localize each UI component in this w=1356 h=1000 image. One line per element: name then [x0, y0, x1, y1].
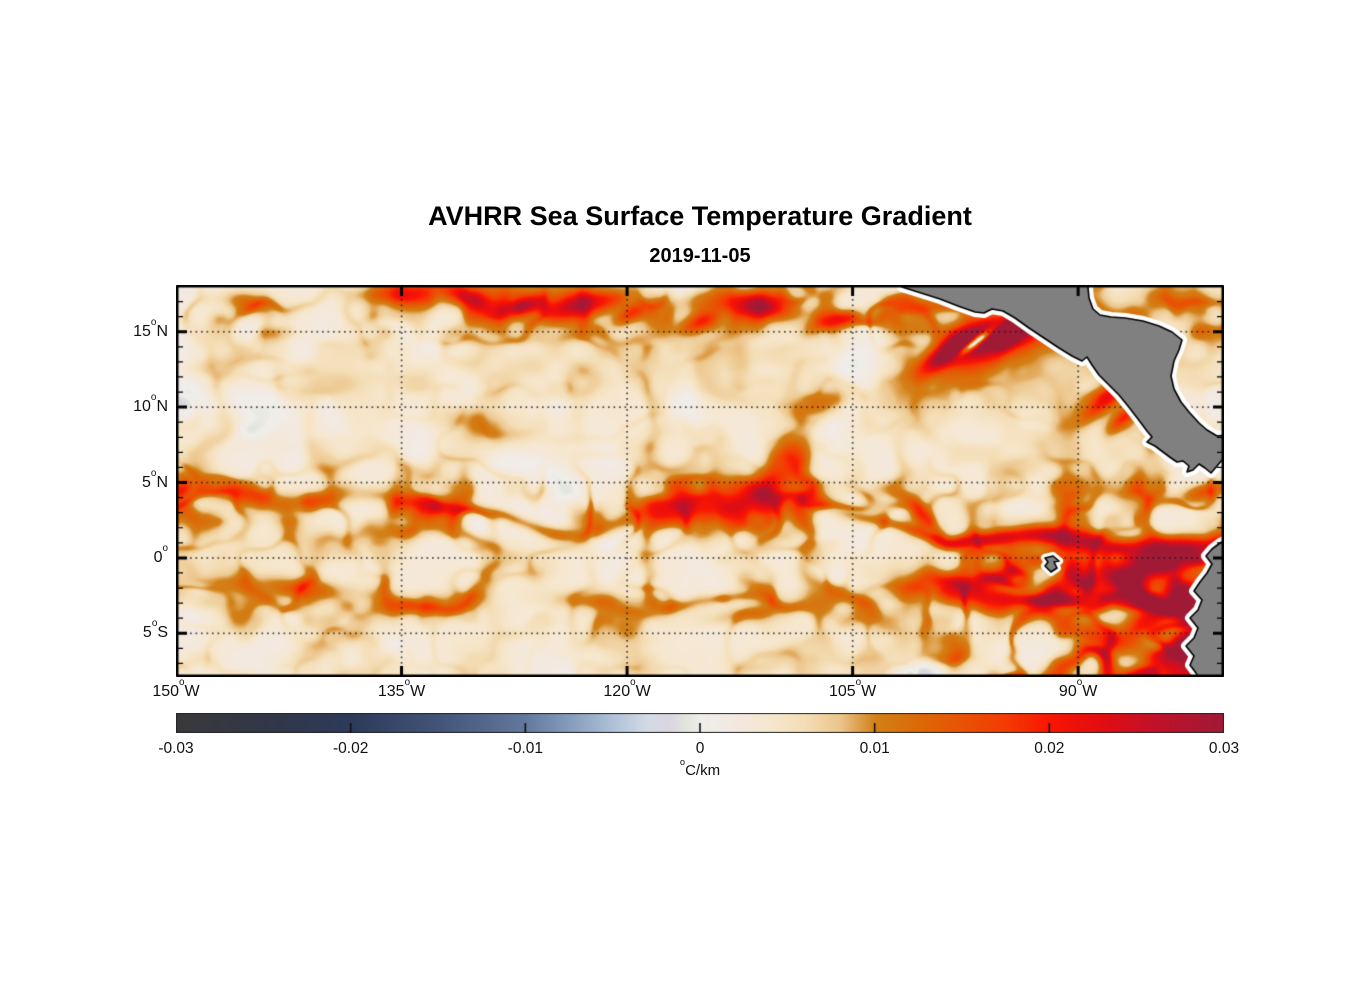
y-tick-label-15N: 15oN — [133, 316, 168, 340]
sst-gradient-heatmap-canvas — [176, 285, 1224, 677]
degree-superscript: o — [630, 677, 636, 689]
degree-superscript: o — [162, 543, 168, 555]
degree-superscript: o — [151, 618, 158, 630]
x-tick-label-90W: 90oW — [1058, 677, 1098, 700]
chart-title: AVHRR Sea Surface Temperature Gradient — [428, 201, 972, 231]
colorbar-tick-label-0.02: 0.02 — [1034, 740, 1065, 757]
colorbar-tick-label--0.03: -0.03 — [158, 740, 194, 757]
x-tick-label-150W: 150oW — [152, 677, 200, 700]
y-tick-label-5N: 5oN — [142, 467, 168, 491]
x-tick-label-105W: 105oW — [828, 677, 877, 700]
degree-superscript: o — [855, 677, 862, 689]
degree-superscript: o — [150, 316, 157, 328]
colorbar-tick-label--0.01: -0.01 — [507, 740, 543, 757]
degree-superscript: o — [150, 392, 157, 404]
chart-date-subtitle: 2019-11-05 — [649, 245, 751, 267]
x-tick-label-120W: 120oW — [603, 677, 651, 700]
colorbar-tick-label-0.03: 0.03 — [1208, 740, 1240, 757]
colorbar-tick-label-0.01: 0.01 — [859, 740, 890, 757]
y-tick-label-5S: 5oS — [142, 618, 168, 642]
colorbar-unit-label: oC/km — [679, 756, 721, 779]
x-tick-label-135W: 135oW — [377, 677, 426, 700]
degree-superscript: o — [404, 677, 411, 689]
degree-superscript: o — [179, 677, 185, 689]
colorbar-gradient — [176, 713, 1224, 733]
y-tick-label-10N: 10oN — [133, 392, 168, 416]
map-plot-area — [176, 285, 1224, 677]
y-tick-label-0: 0o — [153, 543, 168, 566]
colorbar-tick-label-0: 0 — [695, 740, 705, 757]
colorbar-tick-label--0.02: -0.02 — [332, 740, 369, 757]
degree-superscript: o — [1076, 677, 1083, 689]
degree-superscript: o — [679, 756, 686, 767]
degree-superscript: o — [150, 467, 157, 479]
